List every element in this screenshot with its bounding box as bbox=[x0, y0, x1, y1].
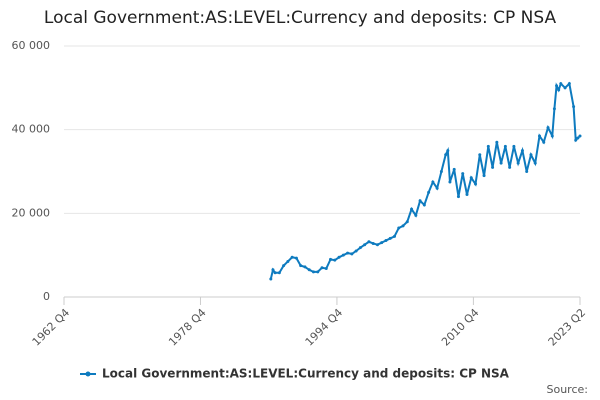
point bbox=[516, 161, 520, 165]
point bbox=[316, 270, 320, 274]
point bbox=[384, 239, 388, 243]
point bbox=[559, 82, 563, 86]
point bbox=[271, 268, 275, 272]
point bbox=[277, 271, 281, 275]
point bbox=[456, 195, 460, 199]
point bbox=[465, 193, 469, 197]
point bbox=[307, 268, 311, 272]
point bbox=[478, 153, 482, 157]
x-tick-label: 1978 Q4 bbox=[166, 306, 209, 349]
point bbox=[324, 267, 328, 271]
point bbox=[474, 182, 478, 186]
point bbox=[418, 199, 422, 203]
point bbox=[578, 134, 582, 138]
point bbox=[294, 256, 298, 260]
point bbox=[550, 134, 554, 138]
point bbox=[555, 84, 559, 88]
point bbox=[563, 86, 567, 90]
point bbox=[354, 249, 358, 253]
point bbox=[448, 180, 452, 184]
point bbox=[371, 241, 375, 245]
point bbox=[427, 190, 431, 194]
point bbox=[273, 271, 277, 275]
x-tick-label: 2010 Q4 bbox=[439, 306, 482, 349]
point bbox=[346, 251, 350, 255]
point bbox=[435, 186, 439, 190]
point bbox=[499, 161, 503, 165]
x-tick-label: 1962 Q4 bbox=[30, 306, 73, 349]
series-line bbox=[269, 81, 581, 280]
point bbox=[367, 240, 371, 244]
point bbox=[439, 170, 443, 173]
point bbox=[380, 241, 384, 245]
point bbox=[446, 149, 450, 153]
point bbox=[495, 140, 499, 144]
point bbox=[388, 236, 392, 240]
x-tick-label: 1994 Q4 bbox=[303, 306, 346, 349]
point bbox=[533, 161, 537, 165]
point bbox=[375, 243, 379, 247]
point bbox=[552, 107, 556, 111]
point bbox=[576, 136, 580, 140]
y-tick-label: 40 000 bbox=[12, 123, 51, 136]
point bbox=[282, 264, 286, 268]
point bbox=[320, 266, 324, 270]
point bbox=[537, 134, 541, 138]
point bbox=[572, 105, 576, 109]
point bbox=[444, 153, 448, 157]
point bbox=[350, 252, 354, 256]
y-tick-label: 0 bbox=[43, 290, 50, 303]
point bbox=[329, 257, 333, 261]
point bbox=[290, 255, 294, 259]
point bbox=[410, 207, 414, 211]
point bbox=[401, 224, 405, 228]
point bbox=[529, 153, 533, 157]
point bbox=[337, 255, 341, 259]
source: Source: bbox=[547, 383, 589, 396]
point bbox=[461, 172, 465, 176]
point bbox=[546, 126, 550, 130]
point bbox=[405, 220, 409, 224]
point bbox=[358, 246, 362, 250]
point bbox=[520, 149, 524, 153]
point bbox=[491, 165, 495, 169]
point bbox=[341, 253, 345, 257]
point bbox=[486, 144, 490, 148]
point bbox=[503, 144, 507, 148]
point bbox=[557, 88, 561, 92]
point bbox=[303, 265, 307, 269]
point bbox=[286, 259, 290, 263]
point bbox=[431, 180, 435, 184]
legend-marker bbox=[85, 371, 91, 377]
point bbox=[397, 226, 401, 230]
point bbox=[414, 213, 418, 217]
legend-label: Local Government:AS:LEVEL:Currency and d… bbox=[102, 367, 510, 381]
y-tick-label: 20 000 bbox=[12, 206, 51, 219]
point bbox=[542, 140, 546, 144]
point bbox=[567, 82, 571, 86]
point bbox=[333, 258, 337, 262]
point bbox=[512, 144, 516, 148]
x-tick-label: 2023 Q2 bbox=[546, 306, 589, 349]
point bbox=[525, 170, 529, 173]
chart-title: Local Government:AS:LEVEL:Currency and d… bbox=[44, 8, 557, 28]
y-tick-label: 60 000 bbox=[12, 39, 51, 52]
point bbox=[574, 138, 578, 142]
point bbox=[392, 234, 396, 238]
point bbox=[452, 167, 456, 171]
point bbox=[469, 176, 473, 180]
point bbox=[422, 203, 426, 207]
point bbox=[299, 264, 303, 268]
point bbox=[482, 174, 486, 178]
point bbox=[363, 243, 367, 247]
point bbox=[269, 277, 273, 281]
point bbox=[508, 165, 512, 169]
point bbox=[311, 270, 315, 274]
